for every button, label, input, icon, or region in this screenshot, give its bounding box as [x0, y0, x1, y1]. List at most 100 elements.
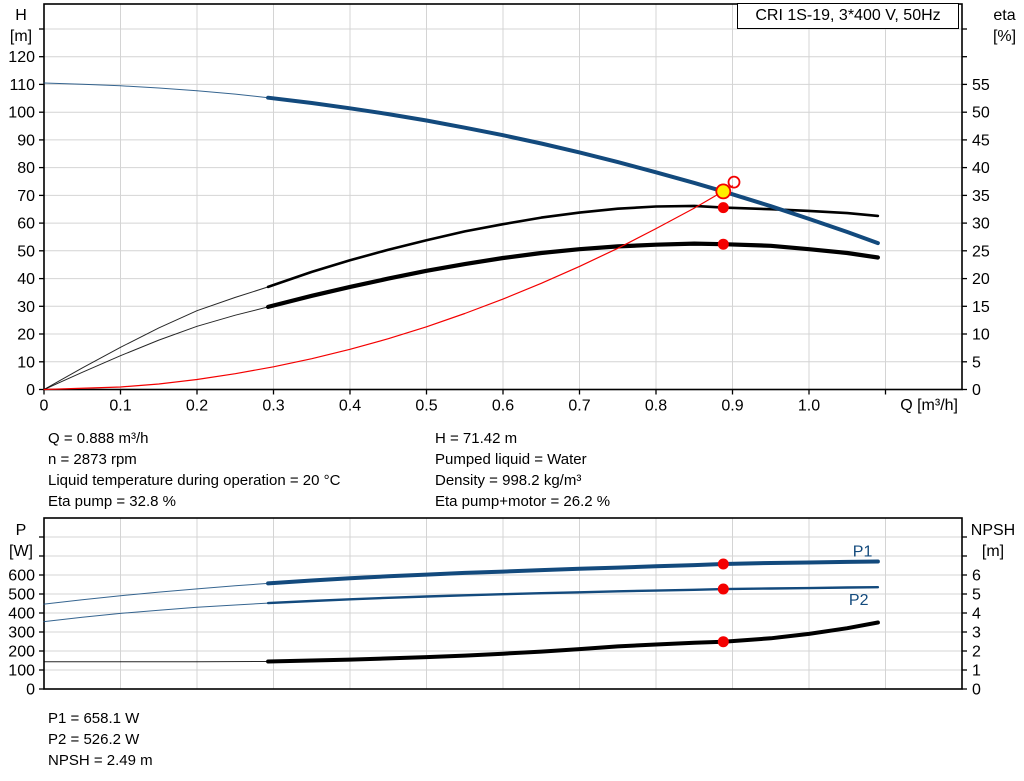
- series-P2: [43, 586, 880, 623]
- info-eta-pump: Eta pump = 32.8 %: [48, 493, 176, 510]
- p-axis-title-line1: P: [15, 522, 27, 539]
- chart-qh: 0 10 20 30 40 50 60 70 80 90 100 110 120 0 5 10 15 20 25 30…: [8, 3, 990, 415]
- svg-text:15: 15: [972, 299, 990, 316]
- svg-text:50: 50: [972, 105, 990, 122]
- info-head: H = 71.42 m: [435, 430, 518, 447]
- info-density: Density = 998.2 kg/m³: [435, 472, 582, 489]
- duty-point: [715, 183, 732, 200]
- svg-text:5: 5: [972, 354, 981, 371]
- svg-text:90: 90: [17, 132, 35, 149]
- svg-text:30: 30: [972, 216, 990, 233]
- svg-text:4: 4: [972, 606, 981, 623]
- svg-text:45: 45: [972, 132, 990, 149]
- chart-title: CRI 1S-19, 3*400 V, 50Hz: [755, 7, 941, 24]
- svg-text:200: 200: [8, 644, 35, 661]
- eta-pump-motor-point: [717, 238, 729, 250]
- eta-axis-title-line2: [%]: [992, 28, 1017, 45]
- series-H-curve: [43, 82, 880, 246]
- h-axis-title: H [m]: [2, 5, 40, 47]
- gridlines-qh: [44, 4, 962, 390]
- svg-text:80: 80: [17, 160, 35, 177]
- npsh-axis-title-line2: [m]: [981, 543, 1005, 560]
- result-npsh: NPSH = 2.49 m: [48, 752, 153, 769]
- svg-text:10: 10: [972, 327, 990, 344]
- result-p2: P2 = 526.2 W: [48, 731, 140, 748]
- svg-text:600: 600: [8, 568, 35, 585]
- gridlines-power-npsh: [44, 518, 962, 689]
- h-axis-title-line1: H: [15, 7, 27, 24]
- svg-text:300: 300: [8, 625, 35, 642]
- npsh-axis-title: NPSH [m]: [962, 520, 1024, 562]
- axis-ticks-power-npsh: 0 100 200 300 400 500 600 0 1 2 3 4 5 6: [8, 536, 981, 699]
- svg-text:25: 25: [972, 243, 990, 260]
- svg-text:2: 2: [972, 644, 981, 661]
- svg-text:60: 60: [17, 216, 35, 233]
- svg-text:10: 10: [17, 354, 35, 371]
- result-p1: P1 = 658.1 W: [48, 710, 140, 727]
- series-system-curve: [43, 185, 734, 391]
- npsh-axis-title-line1: NPSH: [970, 522, 1016, 539]
- p-axis-title: P [W]: [2, 520, 40, 562]
- svg-text:0: 0: [40, 398, 49, 415]
- svg-text:100: 100: [8, 105, 35, 122]
- svg-text:120: 120: [8, 49, 35, 66]
- duty-info-right: H = 71.42 m Pumped liquid = Water Densit…: [435, 428, 610, 512]
- p1-point: [717, 558, 729, 570]
- svg-text:0: 0: [972, 382, 981, 399]
- svg-text:0: 0: [26, 382, 35, 399]
- svg-text:35: 35: [972, 188, 990, 205]
- svg-text:0.6: 0.6: [492, 398, 514, 415]
- svg-text:100: 100: [8, 663, 35, 680]
- series-eta-pump-motor: [43, 241, 881, 390]
- h-axis-title-line2: [m]: [9, 28, 33, 45]
- eta-pump-point: [717, 202, 729, 214]
- svg-text:40: 40: [17, 271, 35, 288]
- eta-axis-title: eta [%]: [985, 5, 1024, 47]
- info-pumped-liquid: Pumped liquid = Water: [435, 451, 587, 468]
- info-eta-pump-motor: Eta pump+motor = 26.2 %: [435, 493, 611, 510]
- svg-text:55: 55: [972, 77, 990, 94]
- plot-frame-power-npsh: [43, 517, 963, 690]
- chart-title-box: CRI 1S-19, 3*400 V, 50Hz: [737, 3, 959, 29]
- series-label-P2: P2: [849, 592, 869, 609]
- svg-text:1: 1: [972, 663, 981, 680]
- svg-text:50: 50: [17, 243, 35, 260]
- svg-text:3: 3: [972, 625, 981, 642]
- svg-text:0.9: 0.9: [721, 398, 743, 415]
- svg-text:400: 400: [8, 606, 35, 623]
- p-axis-title-line2: [W]: [9, 543, 33, 560]
- eta-axis-title-line1: eta: [993, 7, 1016, 24]
- info-liquid-temperature: Liquid temperature during operation = 20…: [48, 472, 341, 489]
- svg-text:20: 20: [972, 271, 990, 288]
- q-axis-title: Q [m³/h]: [900, 397, 958, 414]
- svg-text:0.2: 0.2: [186, 398, 208, 415]
- axis-ticks-qh: 0 10 20 30 40 50 60 70 80 90 100 110 120 0 5 10 15 20 25 30…: [8, 28, 990, 415]
- svg-text:0.8: 0.8: [645, 398, 667, 415]
- svg-text:0.3: 0.3: [262, 398, 284, 415]
- info-speed: n = 2873 rpm: [48, 451, 137, 468]
- svg-text:30: 30: [17, 299, 35, 316]
- svg-text:500: 500: [8, 587, 35, 604]
- svg-text:70: 70: [17, 188, 35, 205]
- target-point: [727, 175, 741, 189]
- svg-text:20: 20: [17, 327, 35, 344]
- chart-power-npsh: 0 100 200 300 400 500 600 0 1 2 3 4 5 6 P1 P2: [8, 517, 981, 699]
- svg-text:40: 40: [972, 160, 990, 177]
- npsh-point: [717, 636, 729, 648]
- series-label-P1: P1: [853, 543, 873, 560]
- svg-text:0.1: 0.1: [109, 398, 131, 415]
- info-flow: Q = 0.888 m³/h: [48, 430, 149, 447]
- svg-text:0.7: 0.7: [568, 398, 590, 415]
- series-P1: [43, 559, 880, 605]
- svg-text:6: 6: [972, 568, 981, 585]
- duty-info-left: Q = 0.888 m³/h n = 2873 rpm Liquid tempe…: [48, 428, 340, 512]
- power-results: P1 = 658.1 W P2 = 526.2 W NPSH = 2.49 m: [48, 708, 153, 771]
- svg-text:0: 0: [972, 682, 981, 699]
- svg-text:0.4: 0.4: [339, 398, 361, 415]
- svg-text:110: 110: [9, 77, 35, 94]
- svg-text:5: 5: [972, 587, 981, 604]
- svg-text:0.5: 0.5: [415, 398, 437, 415]
- series-NPSH: [43, 620, 880, 664]
